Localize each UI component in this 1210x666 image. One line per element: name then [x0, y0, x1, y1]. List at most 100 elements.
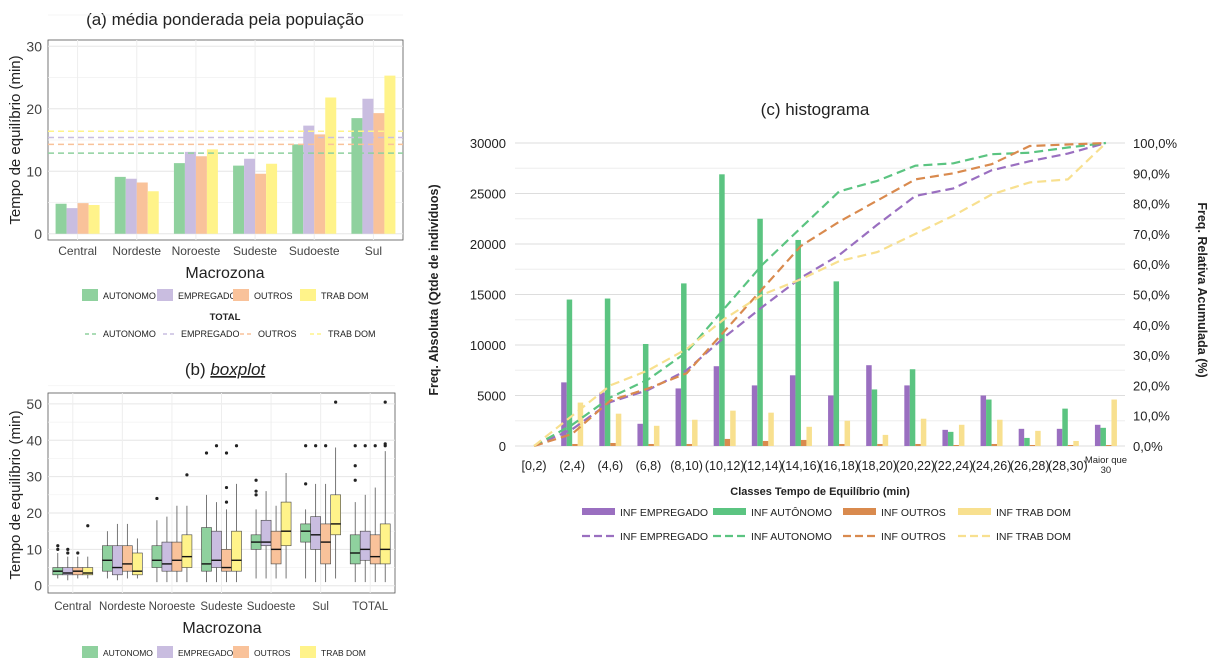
- hist-bar: [1030, 445, 1036, 446]
- panel-a: (a) média ponderada pela população 0 10 20 3…: [0, 0, 420, 345]
- bar: [174, 163, 185, 234]
- x-tick-label: 30: [1101, 465, 1112, 476]
- hist-bar: [719, 174, 725, 446]
- y2-tick-label: 30,0%: [1133, 348, 1170, 363]
- box: [112, 546, 122, 575]
- outlier-point: [354, 464, 357, 467]
- hist-bar: [877, 444, 883, 446]
- outlier-point: [66, 551, 69, 554]
- hist-bar: [687, 444, 693, 446]
- box: [281, 502, 291, 546]
- hist-bar: [959, 425, 965, 446]
- box: [331, 495, 341, 535]
- bar: [137, 183, 148, 234]
- hist-bar: [1057, 429, 1063, 446]
- bar: [233, 166, 244, 234]
- legend-swatch: [233, 289, 249, 301]
- y-tick-label: 15000: [470, 288, 506, 303]
- x-tick-label: TOTAL: [352, 601, 389, 613]
- legend-label: OUTROS: [258, 329, 297, 339]
- x-tick-label: (28,30): [1048, 459, 1088, 473]
- legend-label: AUTONOMO: [103, 648, 153, 658]
- legend-label: TRAB DOM: [321, 291, 369, 301]
- x-tick-label: (6,8): [636, 459, 662, 473]
- outlier-point: [76, 551, 79, 554]
- bar: [266, 164, 277, 234]
- hist-bar: [834, 281, 840, 446]
- hist-bar: [654, 426, 660, 446]
- hist-bar: [992, 444, 998, 446]
- hist-bar: [795, 240, 801, 446]
- y-tick-label: 10: [26, 163, 42, 179]
- box: [360, 531, 370, 560]
- outlier-point: [225, 486, 228, 489]
- outlier-point: [215, 444, 218, 447]
- box: [311, 517, 321, 550]
- hist-bar: [643, 344, 649, 446]
- box: [162, 542, 172, 571]
- legend-label: AUTONOMO: [103, 329, 156, 339]
- hist-bar: [692, 420, 698, 446]
- bar: [384, 76, 395, 234]
- hist-bar: [1024, 438, 1030, 446]
- hist-bar: [801, 440, 807, 446]
- hist-bar: [942, 430, 948, 446]
- bar: [67, 208, 78, 234]
- x-tick-label: Sul: [365, 244, 382, 258]
- bar: [207, 149, 218, 233]
- y-tick-label: 0: [499, 439, 506, 454]
- x-tick-label: (16,18): [819, 459, 859, 473]
- bar: [314, 134, 325, 233]
- hist-bar: [828, 396, 834, 447]
- box: [63, 568, 73, 575]
- hist-bar: [599, 392, 605, 446]
- chart-title: (b) boxplot: [185, 360, 267, 379]
- hist-bar: [681, 283, 687, 446]
- hist-bar: [915, 444, 921, 446]
- legend-swatch: [233, 646, 249, 658]
- hist-bar: [921, 419, 927, 446]
- box: [350, 535, 360, 564]
- y2-tick-label: 100,0%: [1133, 136, 1178, 151]
- y-axis-label: Tempo de equilíbrio (min): [7, 55, 24, 224]
- y2-tick-label: 80,0%: [1133, 197, 1170, 212]
- x-tick-label: Central: [58, 244, 97, 258]
- box: [212, 531, 222, 567]
- y2-tick-label: 10,0%: [1133, 409, 1170, 424]
- outlier-point: [374, 444, 377, 447]
- outlier-point: [384, 400, 387, 403]
- hist-bar: [725, 439, 731, 446]
- panel-b: (b) boxplot 0 10 20 30 40 50 Central Nordeste Nor…: [0, 355, 420, 661]
- y-tick-label: 0: [34, 578, 42, 594]
- bar: [196, 156, 207, 234]
- bar: [362, 99, 373, 234]
- y-tick-label: 25000: [470, 187, 506, 202]
- bar: [89, 205, 100, 234]
- outlier-point: [225, 451, 228, 454]
- hist-bar: [1111, 400, 1117, 446]
- y2-tick-label: 20,0%: [1133, 378, 1170, 393]
- y-tick-label: 30: [26, 38, 42, 54]
- x-tick-label: (22,24): [934, 459, 974, 473]
- y-tick-label: 20: [26, 101, 42, 117]
- hist-bar: [953, 445, 959, 446]
- box: [202, 528, 212, 572]
- x-tick-label: Noroeste: [172, 244, 221, 258]
- y2-tick-label: 60,0%: [1133, 257, 1170, 272]
- outlier-point: [225, 500, 228, 503]
- outlier-point: [185, 473, 188, 476]
- bar: [148, 191, 159, 234]
- bar: [244, 159, 255, 234]
- bar: [115, 177, 126, 234]
- box: [102, 546, 112, 571]
- chart-a: (a) média ponderada pela população 0 10 20 3…: [0, 0, 420, 345]
- box: [301, 524, 311, 542]
- outlier-point: [324, 444, 327, 447]
- x-tick-label: Sudeste: [233, 244, 277, 258]
- y2-tick-label: 90,0%: [1133, 166, 1170, 181]
- y-axis-label: Freq. Absoluta (Qtde de indivíduos): [427, 184, 441, 395]
- outlier-point: [56, 544, 59, 547]
- hist-bar: [997, 420, 1003, 446]
- y2-tick-label: 50,0%: [1133, 288, 1170, 303]
- hist-bar: [752, 385, 758, 446]
